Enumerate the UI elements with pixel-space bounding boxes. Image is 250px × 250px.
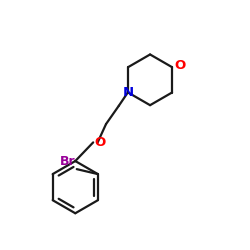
Text: O: O [174, 60, 185, 72]
Text: Br: Br [60, 155, 76, 168]
Text: N: N [122, 86, 134, 99]
Text: O: O [94, 136, 106, 149]
